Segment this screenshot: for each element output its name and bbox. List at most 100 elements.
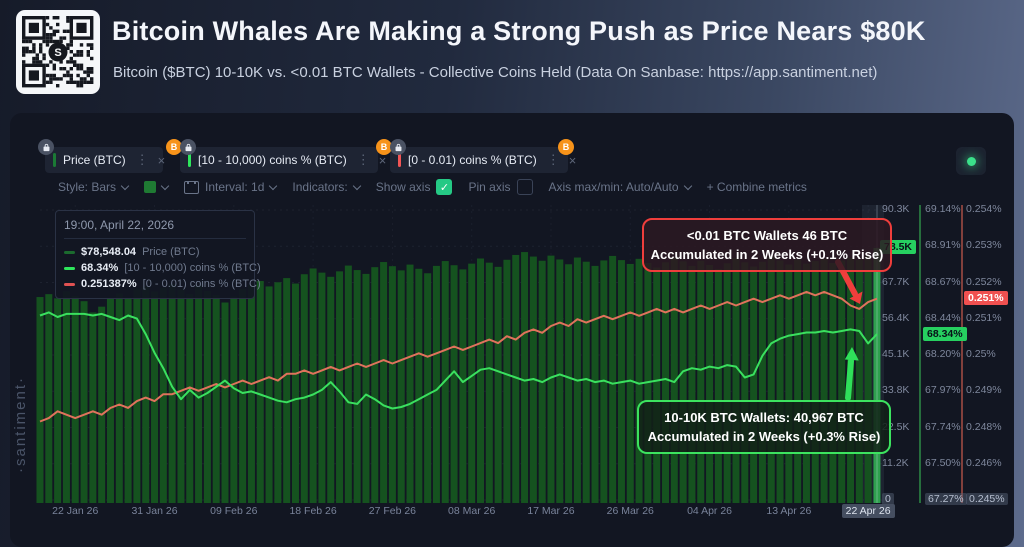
small-wallets-axis-tick: 0.246% — [966, 456, 1002, 469]
indicators-dropdown[interactable]: Indicators: — [292, 180, 362, 194]
small-wallets-current-badge: 0.251% — [964, 291, 1008, 305]
live-dot-icon — [966, 156, 976, 166]
interval-dropdown[interactable]: Interval: 1d — [184, 180, 278, 194]
pin-axis-checkbox[interactable] — [516, 179, 533, 195]
chevron-down-icon — [269, 181, 278, 190]
price-axis-tick: 0 — [882, 493, 894, 505]
svg-text:S: S — [54, 47, 61, 59]
x-axis-tick: 13 Apr 26 — [766, 505, 812, 517]
metric-menu-icon[interactable]: ⋮ — [356, 152, 370, 167]
santiment-watermark: ·santiment· — [12, 375, 29, 473]
tooltip-label: [10 - 10,000) coins % (BTC) — [124, 262, 261, 274]
small-wallets-axis-tick: 0.25% — [966, 348, 996, 360]
metric-pill-price[interactable]: Price (BTC) ⋮ × — [45, 147, 166, 173]
price-axis-tick: 56.4K — [882, 311, 910, 324]
tooltip-row-small-wallets: 0.251387% [0 - 0.01) coins % (BTC) — [64, 278, 261, 290]
whales-axis-tick: 68.44% — [925, 311, 961, 324]
metric-label: [0 - 0.01) coins % (BTC) — [408, 153, 537, 167]
x-axis-tick: 09 Feb 26 — [210, 505, 258, 517]
chart-status-button[interactable] — [956, 147, 986, 175]
x-axis-tick: 18 Feb 26 — [289, 505, 337, 517]
chevron-down-icon — [352, 181, 362, 190]
page-title: Bitcoin Whales Are Making a Strong Push … — [112, 16, 926, 46]
pin-axis-toggle[interactable]: Pin axis — [468, 179, 533, 195]
btc-icon: B — [558, 139, 574, 155]
show-axis-toggle[interactable]: Show axis ✓ — [376, 179, 453, 195]
tooltip-value: $78,548.04 — [81, 246, 137, 258]
whales-axis-tick: 68.20% — [925, 348, 961, 360]
price-dash-icon — [64, 250, 75, 254]
metric-pill-small-wallets[interactable]: [0 - 0.01) coins % (BTC) ⋮ × — [390, 147, 576, 173]
whales-axis-tick: 69.14% — [925, 203, 961, 215]
chart-panel: Price (BTC) ⋮ × B [10 - 10,000) coins % … — [10, 113, 1014, 547]
axis-maxmin-dropdown[interactable]: Axis max/min: Auto/Auto — [548, 180, 692, 194]
x-axis-tick: 17 Mar 26 — [527, 505, 575, 517]
annotation-line: 10-10K BTC Wallets: 40,967 BTC — [664, 410, 864, 425]
show-axis-label: Show axis — [375, 180, 431, 194]
metric-color-bar — [398, 153, 401, 167]
whales-axis-tick: 67.50% — [925, 456, 961, 469]
axis-maxmin-label: Axis max/min: Auto/Auto — [548, 180, 679, 194]
metric-close-icon[interactable]: × — [157, 152, 166, 168]
chevron-down-icon — [160, 181, 170, 190]
tooltip-value: 0.251387% — [81, 278, 137, 290]
price-axis-tick: 45.1K — [882, 348, 910, 360]
whales-axis-tick: 68.67% — [925, 275, 961, 288]
small-wallets-axis-tick: 0.245% — [966, 493, 1008, 505]
annotation-line: <0.01 BTC Wallets 46 BTC — [686, 228, 848, 243]
whales-current-badge: 68.34% — [923, 327, 967, 341]
interval-icon — [184, 180, 200, 194]
x-axis-tick: 26 Mar 26 — [606, 505, 654, 517]
tooltip-row-price: $78,548.04 Price (BTC) — [64, 246, 246, 258]
x-axis-tick: 22 Apr 26 — [833, 504, 903, 518]
chart-controls: Style: Bars Interval: 1d Indicators: Sho… — [58, 177, 807, 197]
price-axis-tick: 11.2K — [882, 456, 909, 469]
x-axis-tick: 27 Feb 26 — [368, 505, 417, 517]
chevron-down-icon — [120, 181, 130, 190]
annotation-line: Accumulated in 2 Weeks (+0.1% Rise) — [650, 247, 884, 262]
small-wallets-axis-tick: 0.249% — [966, 384, 1002, 397]
pin-axis-label: Pin axis — [468, 180, 511, 194]
metric-menu-icon[interactable]: ⋮ — [546, 152, 560, 167]
qr-pattern-icon: S — [22, 16, 94, 88]
tooltip-label: [0 - 0.01) coins % (BTC) — [142, 278, 261, 290]
indicators-label: Indicators: — [292, 180, 348, 194]
x-axis-tick: 08 Mar 26 — [448, 505, 496, 517]
metric-menu-icon[interactable]: ⋮ — [135, 152, 149, 167]
small-wallets-dash-icon — [64, 282, 75, 286]
x-axis-crosshair-badge: 22 Apr 26 — [841, 504, 895, 518]
whales-axis-tick: 68.91% — [925, 239, 961, 252]
small-wallets-axis-tick: 0.248% — [966, 420, 1002, 433]
metric-label: [10 - 10,000) coins % (BTC) — [198, 153, 347, 167]
chevron-down-icon — [683, 181, 692, 190]
x-axis-tick: 22 Jan 26 — [52, 505, 99, 517]
combine-metrics-button[interactable]: + Combine metrics — [707, 180, 807, 194]
chart-tooltip: 19:00, April 22, 2026 $78,548.04 Price (… — [55, 210, 261, 299]
price-axis-tick: 90.3K — [882, 203, 910, 215]
interval-label: Interval: 1d — [205, 180, 265, 194]
annotation-line: Accumulated in 2 Weeks (+0.3% Rise) — [647, 429, 881, 444]
metric-color-bar — [53, 153, 56, 167]
whales-axis-tick: 67.74% — [925, 420, 961, 433]
metric-close-icon[interactable]: × — [378, 152, 387, 168]
x-axis-tick: 04 Apr 26 — [687, 505, 733, 517]
style-label: Style: Bars — [58, 180, 117, 194]
style-dropdown[interactable]: Style: Bars — [58, 180, 130, 194]
lock-icon — [38, 139, 54, 155]
lock-icon — [390, 139, 406, 155]
small-wallets-axis-tick: 0.251% — [966, 311, 1002, 324]
show-axis-checkbox[interactable]: ✓ — [436, 179, 453, 195]
color-dropdown[interactable] — [144, 181, 170, 193]
small-wallets-axis-tick: 0.253% — [966, 239, 1002, 252]
metric-pill-whales[interactable]: [10 - 10,000) coins % (BTC) ⋮ × — [180, 147, 386, 173]
metric-close-icon[interactable]: × — [568, 152, 577, 168]
lock-icon — [180, 139, 196, 155]
tooltip-value: 68.34% — [81, 262, 119, 274]
x-axis-tick: 31 Jan 26 — [131, 505, 178, 517]
tooltip-label: Price (BTC) — [142, 246, 200, 258]
metric-label: Price (BTC) — [63, 153, 126, 167]
annotation-small-wallets: <0.01 BTC Wallets 46 BTC Accumulated in … — [642, 218, 892, 272]
color-swatch — [144, 181, 157, 193]
chart-canvas[interactable] — [10, 113, 1014, 547]
